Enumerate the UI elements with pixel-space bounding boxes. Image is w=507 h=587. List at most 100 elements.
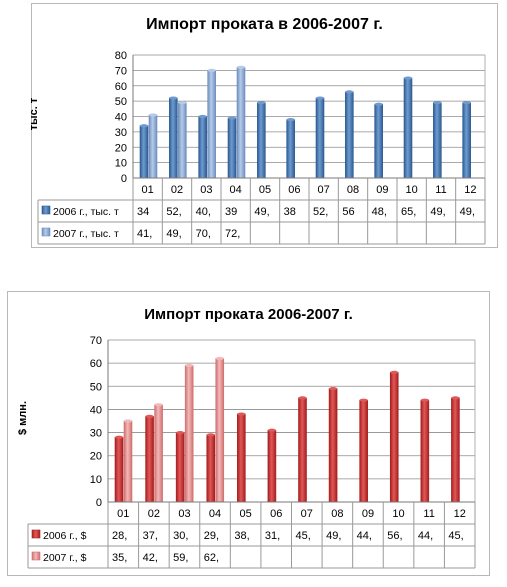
y-tick-label: 70: [90, 335, 102, 347]
bar: [267, 429, 277, 503]
data-label: 39: [225, 206, 237, 218]
x-tick-label: 05: [240, 508, 252, 520]
data-label: 49,: [460, 206, 475, 218]
y-tick-label: 40: [115, 112, 127, 124]
y-tick-label: 0: [96, 497, 102, 509]
data-label: 49,: [254, 206, 269, 218]
bar-cap: [359, 398, 368, 402]
x-tick-label: 09: [362, 508, 374, 520]
bar: [175, 432, 185, 503]
bar: [169, 97, 178, 179]
bar: [298, 397, 307, 503]
data-label: 41,: [137, 228, 152, 240]
bar: [148, 114, 158, 179]
bar-cap: [115, 435, 123, 439]
x-tick-label: 06: [288, 184, 300, 196]
bar: [236, 66, 246, 179]
y-tick-label: 10: [90, 474, 102, 486]
bar: [462, 102, 471, 179]
y-tick-label: 10: [115, 158, 127, 170]
bar: [114, 436, 124, 503]
x-tick-label: 01: [117, 508, 129, 520]
x-tick-label: 05: [259, 184, 271, 196]
data-label: 72,: [225, 228, 240, 240]
bar-cap: [206, 433, 215, 437]
legend-label: 2006 г., $: [43, 530, 87, 542]
legend-swatch: [31, 529, 41, 539]
data-label: 45,: [296, 530, 311, 542]
chart-tonnes: 0 10 20 30 40 50 60 70 80 01 02 03 04 05 06 07 08 09 10 11 1…: [37, 50, 486, 245]
y-tick-label: 60: [115, 81, 127, 93]
x-tick-label: 06: [270, 508, 282, 520]
y-tick-label: 30: [90, 428, 102, 440]
data-label: 38,: [234, 530, 249, 542]
y-tick-label: 20: [90, 451, 102, 463]
y-tick-label: 70: [115, 65, 127, 77]
bar: [359, 399, 368, 503]
x-tick-label: 02: [171, 184, 183, 196]
bar: [184, 365, 194, 503]
bar: [451, 397, 460, 503]
x-tick-label: 09: [376, 184, 388, 196]
data-label: 44,: [418, 530, 433, 542]
data-label: 30,: [173, 530, 188, 542]
bar: [207, 70, 216, 179]
data-label: 37,: [143, 530, 158, 542]
data-label: 40,: [196, 206, 211, 218]
data-label: 62,: [204, 552, 219, 564]
bar-cap: [286, 117, 295, 122]
bar-cap: [124, 419, 132, 423]
bar-cap: [154, 403, 163, 407]
bar-cap: [237, 412, 246, 416]
data-label: 29,: [204, 530, 219, 542]
data-label: 56,: [387, 530, 402, 542]
data-label: 31,: [265, 530, 280, 542]
data-label: 52,: [313, 206, 328, 218]
y-tick-label: 80: [115, 50, 127, 62]
data-label: 42,: [143, 552, 158, 564]
data-label: 52,: [166, 206, 181, 218]
bar-cap: [176, 430, 185, 435]
data-label: 28,: [112, 530, 127, 542]
data-label: 38: [284, 206, 296, 218]
y-tick-label: 30: [115, 127, 127, 139]
bar: [315, 97, 325, 179]
legend-swatch: [41, 205, 51, 215]
bar-cap: [145, 414, 154, 418]
x-tick-label: 10: [392, 508, 404, 520]
x-tick-label: 03: [178, 508, 190, 520]
legend-label: 2007 г., $: [43, 552, 87, 564]
y-tick-label: 50: [115, 96, 127, 108]
bar-cap: [215, 356, 224, 361]
bar-cap: [451, 396, 460, 400]
bar-cap: [298, 396, 307, 400]
x-tick-label: 08: [331, 508, 343, 520]
x-tick-label: 12: [464, 184, 476, 196]
y-tick-label: 0: [121, 173, 127, 185]
bar-cap: [267, 428, 276, 432]
bar-cap: [374, 102, 383, 106]
x-tick-label: 11: [423, 508, 434, 520]
chart-title: Импорт проката 2006-2007 г.: [144, 306, 353, 323]
data-label: 34: [137, 206, 149, 218]
bar: [139, 125, 149, 179]
bar-cap: [185, 363, 194, 368]
y-tick-label: 20: [115, 142, 127, 154]
bar-cap: [345, 90, 354, 94]
legend-swatch: [41, 227, 51, 237]
bar-cap: [207, 68, 216, 72]
chart-dollars: 0 10 20 30 40 50 60 70 01 02 03 04 05 06 07 08 09 10 11 12 2…: [27, 335, 476, 569]
data-label: 56: [342, 206, 354, 218]
bar-cap: [329, 387, 338, 391]
data-label: 49,: [326, 530, 341, 542]
bar: [345, 91, 354, 179]
data-label: 49,: [430, 206, 445, 218]
bar: [237, 413, 246, 503]
data-label: 49,: [166, 228, 181, 240]
x-tick-label: 02: [148, 508, 160, 520]
bar: [286, 119, 295, 179]
x-tick-label: 04: [209, 508, 221, 520]
bar: [145, 416, 154, 503]
data-label: 35,: [112, 552, 127, 564]
x-tick-label: 08: [347, 184, 359, 196]
